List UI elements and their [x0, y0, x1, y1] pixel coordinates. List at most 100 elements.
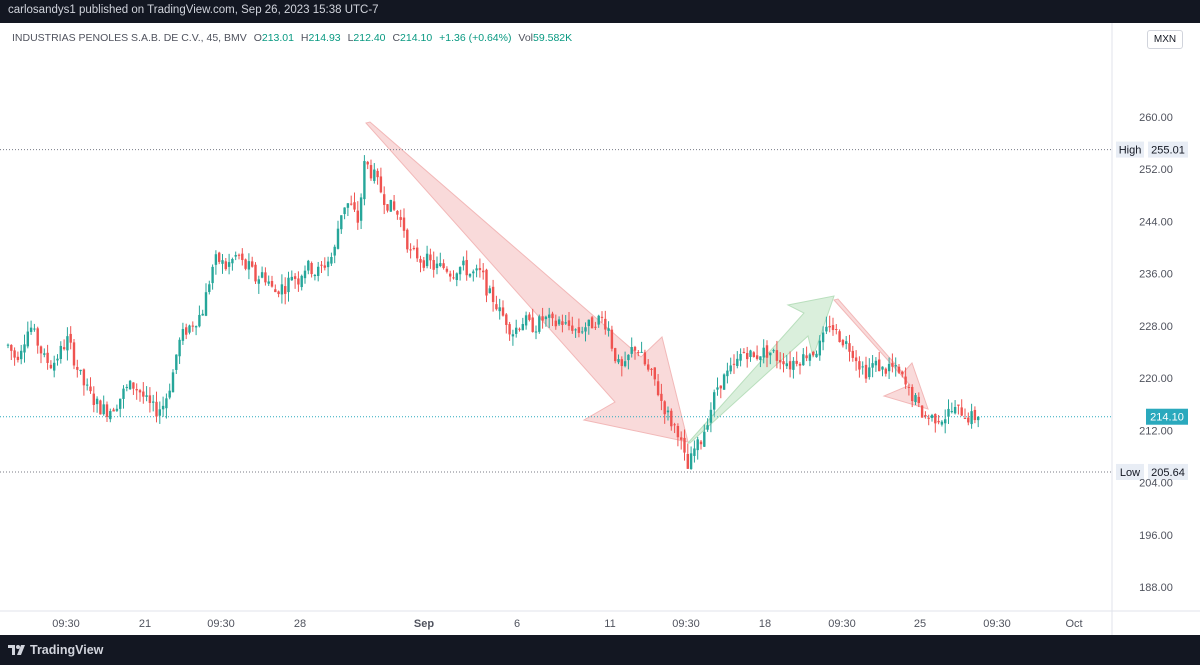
candle-body — [422, 260, 425, 268]
candle-body — [293, 276, 297, 279]
candle-body — [458, 267, 462, 275]
candle-body — [254, 264, 257, 282]
candle-body — [897, 366, 901, 373]
candle-body — [287, 277, 290, 293]
candle-body — [277, 291, 280, 295]
brand-name: TradingView — [30, 643, 104, 657]
candle-body — [845, 341, 848, 344]
candle-body — [501, 307, 505, 316]
candle-body — [138, 390, 142, 393]
candle-body — [746, 353, 749, 360]
candle-body — [795, 360, 798, 364]
close-value: 214.10 — [400, 32, 433, 44]
candle-body — [924, 415, 927, 417]
candle-body — [891, 363, 894, 367]
x-tick-label: 11 — [604, 618, 615, 630]
x-tick-label: 09:30 — [207, 618, 235, 630]
candle-body — [505, 314, 508, 325]
candle-body — [320, 264, 323, 266]
candle-body — [175, 354, 178, 370]
close-label: C — [392, 32, 401, 44]
candle-body — [475, 268, 478, 271]
open-label: O — [253, 32, 262, 44]
candle-body — [109, 411, 112, 420]
candle-body — [82, 369, 86, 386]
candle-body — [511, 334, 515, 337]
x-tick-label: 25 — [914, 618, 926, 630]
candle-body — [584, 327, 587, 332]
candle-body — [416, 247, 419, 259]
candle-body — [267, 281, 270, 284]
candle-body — [567, 320, 571, 326]
candle-body — [861, 366, 864, 368]
candle-body — [326, 261, 330, 268]
candle-body — [581, 331, 584, 333]
candle-body — [482, 270, 485, 273]
candle-body — [911, 386, 914, 402]
price-chart[interactable]: High 255.01 Low 205.64 214.10 260.00 252.00 24… — [0, 23, 1200, 635]
low-value: 212.40 — [353, 32, 386, 44]
candle-body — [313, 274, 317, 277]
candle-body — [99, 400, 102, 415]
candle-body — [198, 314, 201, 327]
candle-body — [950, 411, 953, 413]
candle-body — [973, 409, 977, 421]
low-value-bg — [1148, 463, 1188, 480]
candle-body — [204, 292, 208, 316]
candle-body — [620, 359, 623, 367]
y-tick-label: 236.00 — [1139, 269, 1173, 281]
candle-body — [221, 260, 224, 264]
candle-body — [835, 328, 838, 330]
x-tick-label: Sep — [414, 618, 434, 630]
candle-body — [551, 313, 554, 319]
y-tick-label: 260.00 — [1139, 112, 1173, 124]
candle-body — [112, 409, 115, 412]
x-tick-label: 6 — [514, 618, 520, 630]
candle-body — [76, 366, 79, 370]
high-label: H — [300, 32, 309, 44]
candle-body — [244, 259, 247, 269]
candle-body — [132, 382, 135, 389]
candle-body — [673, 424, 676, 426]
candle-body — [274, 289, 277, 293]
candle-body — [425, 253, 429, 267]
candle-body — [726, 370, 729, 377]
candle-body — [231, 258, 234, 264]
candle-body — [95, 398, 99, 405]
candle-body — [152, 401, 155, 403]
candle-body — [534, 331, 538, 333]
candle-body — [623, 361, 627, 367]
candle-body — [396, 211, 399, 215]
candle-body — [521, 324, 524, 331]
x-tick-label: 09:30 — [672, 618, 700, 630]
candle-body — [340, 215, 343, 230]
change-value: +1.36 (+0.64%) — [439, 32, 512, 44]
candle-body — [554, 320, 557, 327]
candle-body — [449, 273, 452, 277]
x-tick-label: 09:30 — [983, 618, 1011, 630]
symbol-name: INDUSTRIAS PENOLES S.A.B. DE C.V., 45, B… — [12, 32, 247, 44]
candle-body — [564, 322, 567, 324]
candle-body — [432, 260, 435, 270]
publish-info: carlosandys1 published on TradingView.co… — [8, 4, 379, 16]
candle-body — [20, 350, 23, 360]
candle-body — [161, 405, 165, 410]
candle-body — [468, 273, 472, 277]
candle-body — [656, 381, 660, 396]
candle-body — [676, 425, 680, 438]
candle-body — [937, 420, 940, 423]
candle-body — [680, 437, 683, 440]
candle-body — [392, 201, 396, 210]
candle-body — [188, 325, 191, 333]
candle-body — [515, 327, 518, 334]
currency-button[interactable]: MXN — [1147, 30, 1183, 49]
candle-body — [366, 161, 369, 165]
candle-body — [145, 395, 148, 397]
candle-body — [538, 316, 541, 332]
candle-body — [300, 275, 303, 288]
y-tick-label: 252.00 — [1139, 164, 1173, 176]
candle-body — [719, 385, 722, 389]
candle-body — [775, 350, 779, 361]
candle-body — [610, 329, 614, 349]
candle-body — [171, 372, 175, 393]
